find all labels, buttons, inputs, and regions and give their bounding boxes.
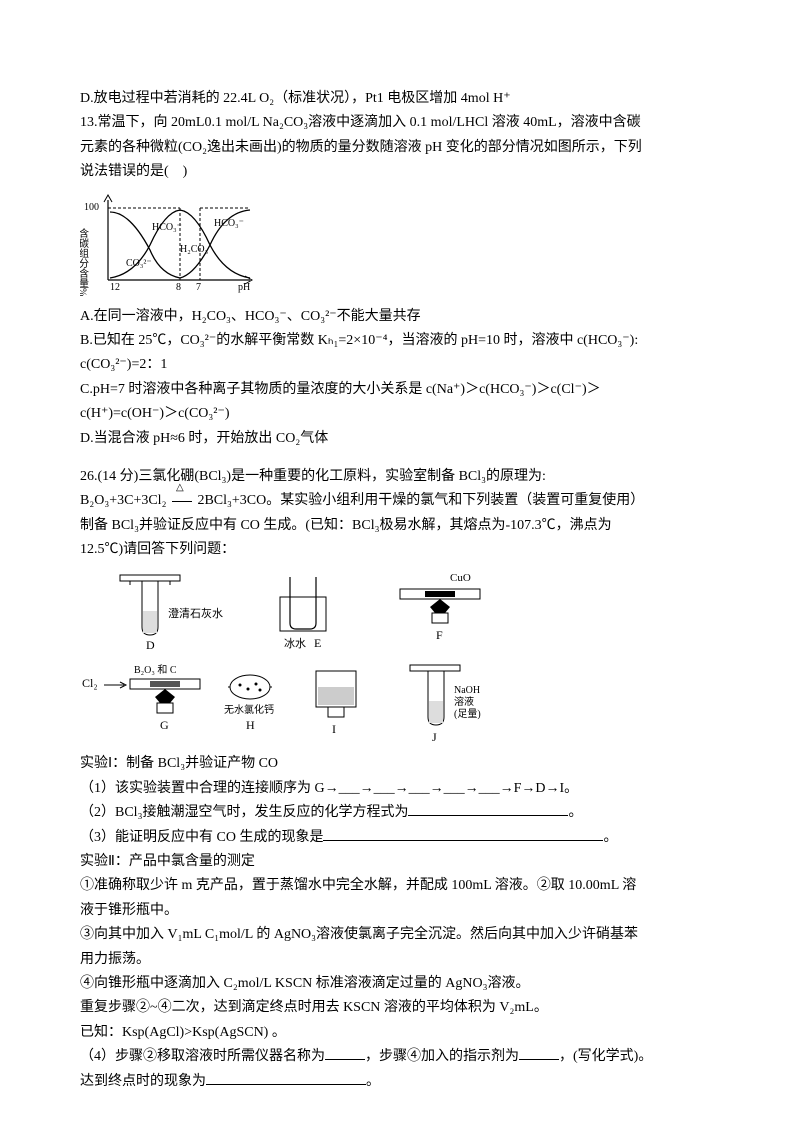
q26-stem-2a: B₂O₃+3C+3Cl₂ — [80, 493, 166, 508]
reaction-arrow: △ — [170, 490, 194, 512]
period: 。 — [568, 805, 582, 820]
q12-option-d: D.放电过程中若消耗的 22.4L O₂（标准状况），Pt1 电极区增加 4mo… — [80, 88, 714, 110]
svg-text:含碳组分含量%: 含碳组分含量% — [80, 226, 89, 296]
svg-text:NaOH: NaOH — [454, 685, 480, 696]
svg-text:CO₃²⁻: CO₃²⁻ — [126, 258, 152, 269]
q26-sub4-line1: （4）步骤②移取溶液时所需仪器名称为 ，步骤④加入的指示剂为 ，(写化学式)。 — [80, 1046, 714, 1068]
q26-sub4b: ，步骤④加入的指示剂为 — [365, 1049, 519, 1064]
svg-text:Cl₂: Cl₂ — [82, 676, 98, 690]
q26-sub2: （2）BCl₃接触潮湿空气时，发生反应的化学方程式为 。 — [80, 802, 714, 824]
q26-sub4a: （4）步骤②移取溶液时所需仪器名称为 — [80, 1049, 325, 1064]
q26-stem-4: 12.5℃)请回答下列问题： — [80, 539, 714, 561]
q13-option-d: D.当混合液 pH≈6 时，开始放出 CO₂气体 — [80, 428, 714, 450]
svg-text:H₂CO₃: H₂CO₃ — [180, 244, 208, 255]
svg-text:(足量): (足量) — [454, 708, 481, 720]
q26-sub3-text: （3）能证明反应中有 CO 生成的现象是 — [80, 830, 323, 845]
period: 。 — [603, 830, 617, 845]
q13-option-b-1: B.已知在 25℃，CO₃²⁻的水解平衡常数 Kₕ₁=2×10⁻⁴，当溶液的 p… — [80, 330, 714, 352]
svg-text:CuO: CuO — [450, 572, 471, 584]
q26-step1b: 液于锥形瓶中。 — [80, 900, 714, 922]
q26-known: 已知：Ksp(AgCl)>Ksp(AgSCN) 。 — [80, 1022, 714, 1044]
svg-text:8: 8 — [176, 282, 181, 293]
q13-option-a: A.在同一溶液中，H₂CO₃、HCO₃⁻、CO₃²⁻不能大量共存 — [80, 306, 714, 328]
q26-stem-2: B₂O₃+3C+3Cl₂ △ 2BCl₃+3CO。某实验小组利用干燥的氯气和下列… — [80, 490, 714, 512]
q26-stem-3: 制备 BCl₃并验证反应中有 CO 生成。(已知：BCl₃极易水解，其熔点为-1… — [80, 515, 714, 537]
period: 。 — [366, 1074, 380, 1089]
svg-text:冰水: 冰水 — [284, 637, 306, 650]
q26-sub3: （3）能证明反应中有 CO 生成的现象是 。 — [80, 827, 714, 849]
q26-step4: ④向锥形瓶中逐滴加入 C₂mol/L KSCN 标准溶液滴定过量的 AgNO₃溶… — [80, 973, 714, 995]
svg-text:I: I — [332, 722, 336, 736]
svg-text:100: 100 — [84, 202, 99, 213]
blank-input[interactable] — [323, 840, 603, 841]
q26-sub4c: ，(写化学式)。 — [559, 1049, 652, 1064]
blank-input[interactable] — [206, 1084, 366, 1085]
svg-text:E: E — [314, 636, 321, 650]
blank-input[interactable] — [519, 1059, 559, 1060]
svg-text:F: F — [436, 628, 443, 642]
q26-step1: ①准确称取少许 m 克产品，置于蒸馏水中完全水解，并配成 100mL 溶液。②取… — [80, 875, 714, 897]
svg-text:HCO₃⁻: HCO₃⁻ — [152, 222, 182, 233]
q26-sub4-line2: 达到终点时的现象为 。 — [80, 1071, 714, 1093]
q13-chart: 100 12 8 7 pH CO₃²⁻ HCO₃⁻ H₂CO₃ HCO₃⁻ 含碳… — [80, 190, 260, 300]
q13-stem-1: 13.常温下，向 20mL0.1 mol/L Na₂CO₃溶液中逐滴加入 0.1… — [80, 112, 714, 134]
svg-text:G: G — [160, 718, 169, 732]
q26-exp1-title: 实验Ⅰ：制备 BCl₃并验证产物 CO — [80, 753, 714, 775]
q26-sub1: （1）该实验装置中合理的连接顺序为 G→___→___→___→___→___→… — [80, 778, 714, 800]
q26-sub2-text: （2）BCl₃接触潮湿空气时，发生反应的化学方程式为 — [80, 805, 408, 820]
blank-input[interactable] — [408, 815, 568, 816]
svg-text:12: 12 — [110, 282, 120, 293]
svg-text:J: J — [432, 730, 437, 744]
svg-text:无水氯化钙: 无水氯化钙 — [224, 703, 274, 716]
q13-option-c-1: C.pH=7 时溶液中各种离子其物质的量浓度的大小关系是 c(Na⁺)＞c(HC… — [80, 379, 714, 401]
blank-input[interactable] — [325, 1059, 365, 1060]
svg-text:澄清石灰水: 澄清石灰水 — [168, 606, 223, 620]
q26-exp2-title: 实验Ⅱ：产品中氯含量的测定 — [80, 851, 714, 873]
svg-text:溶液: 溶液 — [454, 695, 474, 708]
q26-step3b: 用力振荡。 — [80, 949, 714, 971]
svg-text:H: H — [246, 718, 255, 732]
q13-option-c-2: c(H⁺)=c(OH⁻)＞c(CO₃²⁻) — [80, 403, 714, 425]
q26-step3a: ③向其中加入 V₁mL C₁mol/L 的 AgNO₃溶液使氯离子完全沉淀。然后… — [80, 924, 714, 946]
svg-text:HCO₃⁻: HCO₃⁻ — [214, 218, 244, 229]
q26-apparatus: 澄清石灰水 D 冰水 E CuO F Cl₂ B₂O₃ 和 C G 无水氯化钙 … — [80, 567, 580, 747]
svg-text:B₂O₃ 和 C: B₂O₃ 和 C — [134, 664, 177, 676]
svg-text:pH: pH — [238, 282, 250, 293]
q13-stem-3: 说法错误的是( ) — [80, 161, 714, 183]
q26-sub4d: 达到终点时的现象为 — [80, 1074, 206, 1089]
svg-text:D: D — [146, 638, 155, 652]
q13-option-b-2: c(CO₃²⁻)=2：1 — [80, 354, 714, 376]
q26-stem-2b: 2BCl₃+3CO。某实验小组利用干燥的氯气和下列装置（装置可重复使用） — [197, 493, 644, 508]
svg-text:7: 7 — [196, 282, 201, 293]
q26-repeat: 重复步骤②~④二次，达到滴定终点时用去 KSCN 溶液的平均体积为 V₂mL。 — [80, 997, 714, 1019]
q13-stem-2: 元素的各种微粒(CO₂逸出未画出)的物质的量分数随溶液 pH 变化的部分情况如图… — [80, 137, 714, 159]
